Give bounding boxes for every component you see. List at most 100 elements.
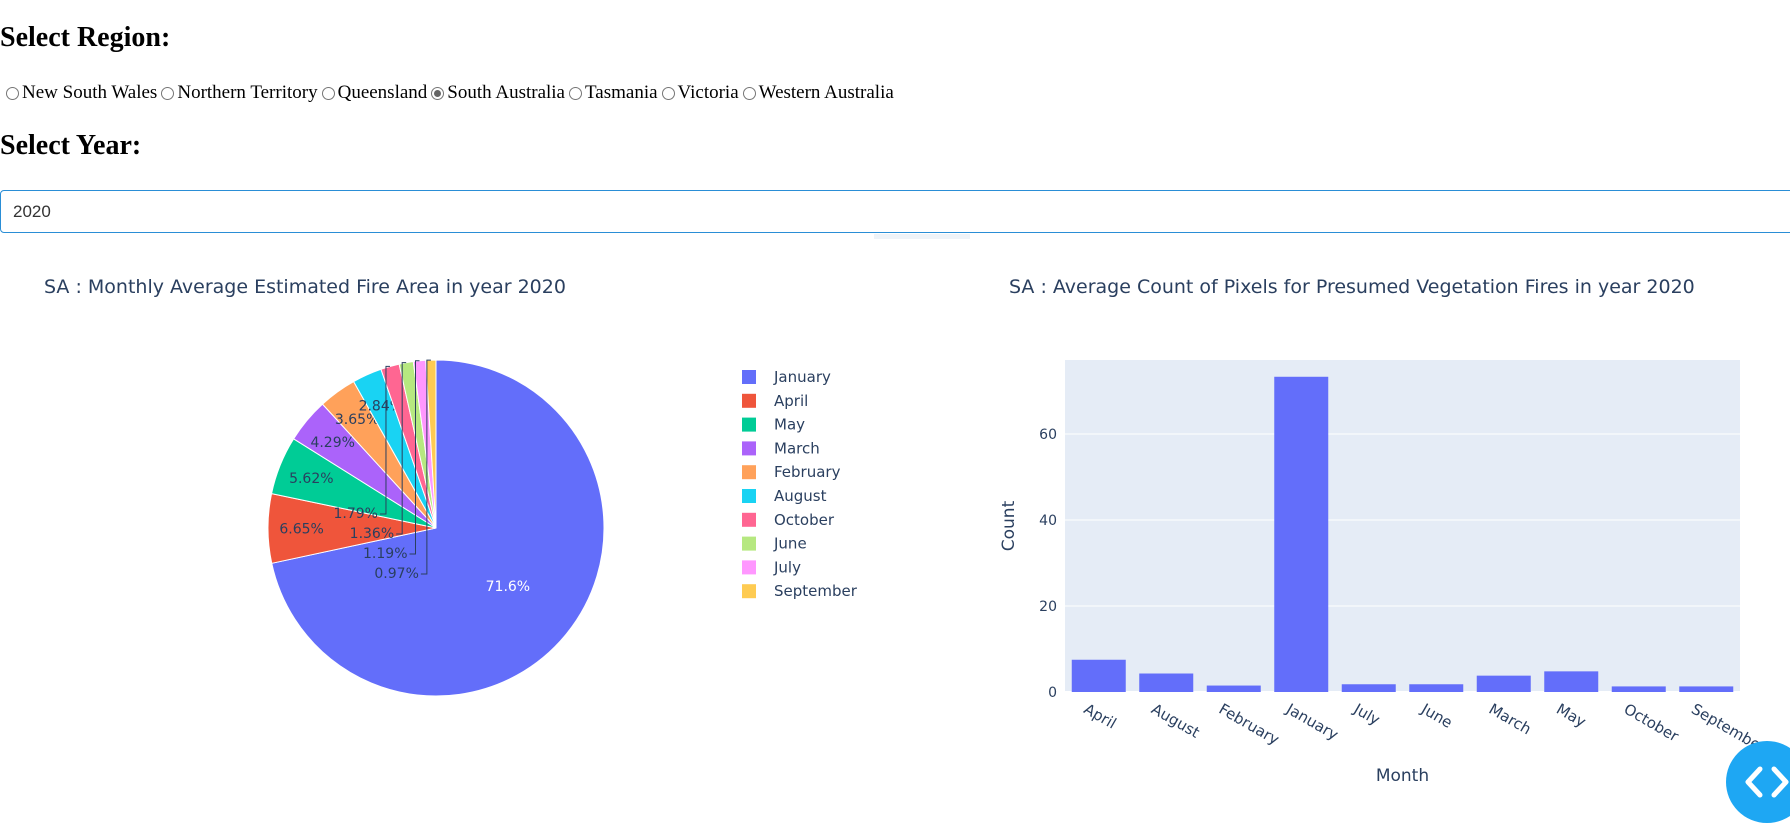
bar-june[interactable] (1409, 684, 1464, 692)
bar-chart-title: SA : Average Count of Pixels for Presume… (1009, 276, 1695, 298)
radio-button[interactable] (161, 86, 175, 100)
legend-swatch (742, 512, 756, 527)
legend-label: January (773, 368, 831, 386)
x-tick-label: April (1081, 700, 1120, 733)
legend-item-april[interactable]: April (742, 392, 808, 410)
year-heading: Select Year: (0, 130, 142, 161)
x-tick-label: October (1621, 700, 1683, 746)
legend-label: September (774, 582, 858, 600)
region-option-new-south-wales[interactable]: New South Wales (6, 82, 157, 104)
legend-item-march[interactable]: March (742, 439, 820, 457)
legend-swatch (742, 560, 756, 575)
y-tick-label: 0 (1048, 685, 1057, 701)
radio-label: South Australia (447, 82, 565, 103)
legend-label: May (774, 416, 805, 434)
radio-button[interactable] (661, 86, 675, 100)
x-tick-label: January (1282, 699, 1341, 744)
bar-april[interactable] (1071, 659, 1126, 692)
x-tick-label: February (1216, 700, 1283, 749)
x-tick-label: July (1350, 699, 1383, 729)
x-tick-label: June (1417, 699, 1455, 731)
radio-label: Western Australia (758, 82, 894, 103)
legend-item-january[interactable]: January (742, 368, 831, 386)
radio-label: Northern Territory (177, 82, 318, 103)
pie-label-october: 1.79% (333, 506, 377, 522)
pie-label-september: 0.97% (374, 566, 418, 582)
x-tick-label: August (1148, 700, 1203, 742)
legend-swatch (742, 370, 756, 384)
legend-swatch (742, 536, 756, 551)
legend-label: October (774, 511, 835, 529)
region-option-tasmania[interactable]: Tasmania (569, 82, 658, 104)
y-tick-label: 20 (1039, 599, 1057, 615)
bar-march[interactable] (1476, 675, 1531, 692)
pie-chart-title: SA : Monthly Average Estimated Fire Area… (44, 276, 566, 298)
year-dropdown[interactable]: 2020 (0, 190, 1790, 233)
code-brackets-icon (1745, 766, 1789, 798)
year-dropdown-value: 2020 (13, 202, 51, 221)
radio-button[interactable] (321, 86, 335, 100)
radio-button[interactable] (6, 86, 19, 100)
bar-may[interactable] (1544, 671, 1599, 692)
bar-october[interactable] (1611, 686, 1666, 692)
legend-item-february[interactable]: February (742, 463, 841, 481)
radio-button[interactable] (431, 86, 445, 100)
radio-label: Tasmania (585, 82, 658, 103)
bar-august[interactable] (1139, 673, 1194, 692)
radio-button[interactable] (742, 86, 756, 100)
legend-label: August (774, 487, 827, 505)
y-tick-label: 40 (1039, 513, 1057, 529)
legend-item-september[interactable]: September (742, 582, 858, 600)
code-toggle-button[interactable] (1726, 741, 1790, 823)
x-axis-title: Month (1376, 766, 1429, 786)
pie-leader-line (396, 362, 407, 535)
bar-chart: 0 20 40 60 April August February January July Jun… (999, 360, 1770, 786)
y-axis-title: Count (999, 500, 1019, 551)
bar-july[interactable] (1341, 684, 1396, 692)
legend-swatch (742, 441, 756, 456)
pie-slice-january[interactable] (271, 359, 605, 697)
radio-button[interactable] (569, 86, 582, 100)
pie-label-may: 5.62% (289, 471, 333, 487)
bar-january[interactable] (1274, 376, 1329, 692)
legend-swatch (742, 465, 756, 480)
pie-leader-line (409, 360, 420, 555)
bar-february[interactable] (1206, 685, 1261, 692)
region-option-northern-territory[interactable]: Northern Territory (161, 82, 318, 104)
legend-item-august[interactable]: August (742, 487, 827, 505)
legend-label: June (773, 535, 807, 553)
region-radio-group: New South Wales Northern Territory Queensl… (6, 82, 898, 106)
region-option-victoria[interactable]: Victoria (661, 82, 739, 104)
x-tick-label: May (1553, 700, 1589, 731)
region-heading: Select Region: (0, 22, 171, 53)
legend-label: March (774, 439, 820, 457)
radio-label: Queensland (337, 82, 428, 103)
radio-label: New South Wales (22, 82, 158, 103)
radio-label: Victoria (677, 82, 739, 103)
pie-label-march: 4.29% (310, 435, 354, 451)
legend-label: April (774, 392, 808, 410)
region-option-south-australia[interactable]: South Australia (431, 82, 565, 104)
pie-leader-line (379, 365, 390, 515)
legend-item-may[interactable]: May (742, 416, 805, 434)
legend-swatch (742, 417, 756, 432)
pie-label-february: 3.65% (335, 412, 379, 428)
legend-label: July (773, 558, 801, 576)
legend-item-october[interactable]: October (742, 511, 835, 529)
legend-item-july[interactable]: July (742, 558, 801, 576)
dropdown-scroll-indicator (874, 234, 970, 239)
legend-swatch (742, 393, 756, 408)
pie-label-april: 6.65% (279, 521, 323, 537)
bar-september[interactable] (1679, 686, 1734, 692)
legend-swatch (742, 584, 756, 599)
region-option-western-australia[interactable]: Western Australia (742, 82, 894, 104)
legend-swatch (742, 489, 756, 503)
y-tick-label: 60 (1039, 427, 1057, 443)
legend-label: February (774, 463, 841, 481)
pie-leader-line (420, 359, 431, 575)
legend-item-june[interactable]: June (742, 535, 807, 553)
pie-label-july: 1.19% (363, 546, 407, 562)
region-option-queensland[interactable]: Queensland (321, 82, 428, 104)
pie-label-june: 1.36% (350, 526, 394, 542)
bar-plot-area (1065, 360, 1740, 692)
